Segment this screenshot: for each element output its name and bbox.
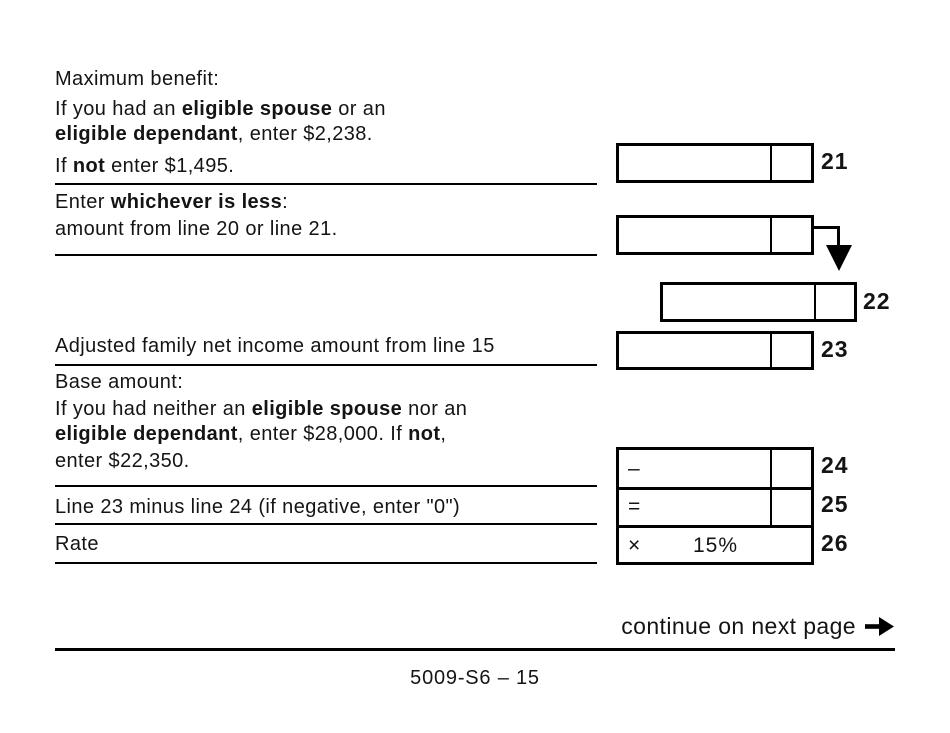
- row-separator: [619, 487, 811, 490]
- text-segment: If you had neither an: [55, 398, 252, 420]
- h-rule-under-base-amount: [55, 485, 597, 487]
- max-benefit-line-3: eligible dependant, enter $2,238.: [55, 122, 373, 146]
- flow-connector-vertical: [837, 226, 840, 246]
- amount-box-line-25[interactable]: [619, 490, 811, 525]
- footer-rule: [55, 648, 895, 651]
- cents-divider: [770, 218, 772, 252]
- amount-box-stack-24-25-26: – = × 15%: [616, 447, 814, 565]
- max-benefit-title: Maximum benefit:: [55, 68, 220, 90]
- line-number-23: 23: [821, 336, 849, 362]
- amount-box-line-24[interactable]: [619, 450, 811, 487]
- text-segment-bold: eligible spouse: [251, 398, 403, 420]
- h-rule-under-adjusted-income: [55, 364, 597, 366]
- page-code: 5009-S6 – 15: [410, 667, 540, 689]
- rate-label: Rate: [55, 533, 99, 555]
- cents-divider: [814, 285, 816, 319]
- line-number-21: 21: [821, 148, 849, 174]
- max-benefit-line-4: If not enter $1,495.: [55, 154, 234, 178]
- line-number-26: 26: [821, 530, 849, 556]
- next-page-arrow-icon: [865, 617, 894, 636]
- base-amount-line-4: enter $22,350.: [55, 450, 190, 472]
- line-number-24: 24: [821, 452, 849, 478]
- text-segment-bold: not: [408, 423, 441, 445]
- continue-note: continue on next page: [621, 613, 895, 640]
- text-segment: Enter: [55, 191, 111, 213]
- text-segment: If you had an: [55, 98, 182, 120]
- text-segment: nor an: [402, 398, 468, 420]
- cents-divider: [770, 146, 772, 180]
- equals-operator: =: [628, 495, 641, 518]
- row-separator: [619, 525, 811, 528]
- multiply-operator: ×: [628, 534, 641, 557]
- amount-box-line-22[interactable]: [660, 282, 857, 322]
- text-segment: enter $1,495.: [105, 155, 235, 177]
- text-segment-bold: not: [72, 155, 106, 177]
- text-segment: :: [282, 191, 289, 213]
- rate-value: 15%: [693, 534, 739, 557]
- cents-divider: [770, 334, 772, 367]
- amount-box-line-26[interactable]: [619, 528, 811, 562]
- amount-box-line-23[interactable]: [616, 331, 814, 370]
- text-segment: , enter $2,238.: [237, 123, 373, 145]
- text-segment-bold: eligible spouse: [181, 98, 333, 120]
- max-benefit-line-2: If you had an eligible spouse or an: [55, 97, 386, 121]
- line-number-25: 25: [821, 491, 849, 517]
- text-segment-bold: whichever is less: [110, 191, 283, 213]
- base-amount-line-2: If you had neither an eligible spouse no…: [55, 397, 467, 421]
- h-rule-under-rate: [55, 562, 597, 564]
- base-amount-title: Base amount:: [55, 371, 184, 393]
- whichever-less-line-2: amount from line 20 or line 21.: [55, 218, 338, 240]
- minus-operator: –: [628, 457, 640, 480]
- base-amount-line-3: eligible dependant, enter $28,000. If no…: [55, 422, 446, 446]
- text-segment: ,: [440, 423, 447, 445]
- h-rule-under-whichever-less: [55, 254, 597, 256]
- flow-connector-horizontal: [812, 226, 840, 229]
- continue-note-text: continue on next page: [621, 613, 856, 639]
- text-segment-bold: eligible dependant: [55, 423, 238, 445]
- line23-minus-label: Line 23 minus line 24 (if negative, ente…: [55, 496, 461, 518]
- amount-box-line-21[interactable]: [616, 143, 814, 183]
- text-segment-bold: eligible dependant: [55, 123, 238, 145]
- line-number-22: 22: [863, 288, 891, 314]
- down-arrow-icon: [826, 245, 852, 271]
- text-segment: or an: [332, 98, 386, 120]
- h-rule-under-max-benefit: [55, 183, 597, 185]
- amount-box-whichever-less[interactable]: [616, 215, 814, 255]
- adjusted-income-label: Adjusted family net income amount from l…: [55, 335, 495, 357]
- whichever-less-line-1: Enter whichever is less:: [55, 190, 288, 214]
- h-rule-under-line23-minus: [55, 523, 597, 525]
- text-segment: If: [55, 155, 73, 177]
- text-segment: , enter $28,000. If: [237, 423, 409, 445]
